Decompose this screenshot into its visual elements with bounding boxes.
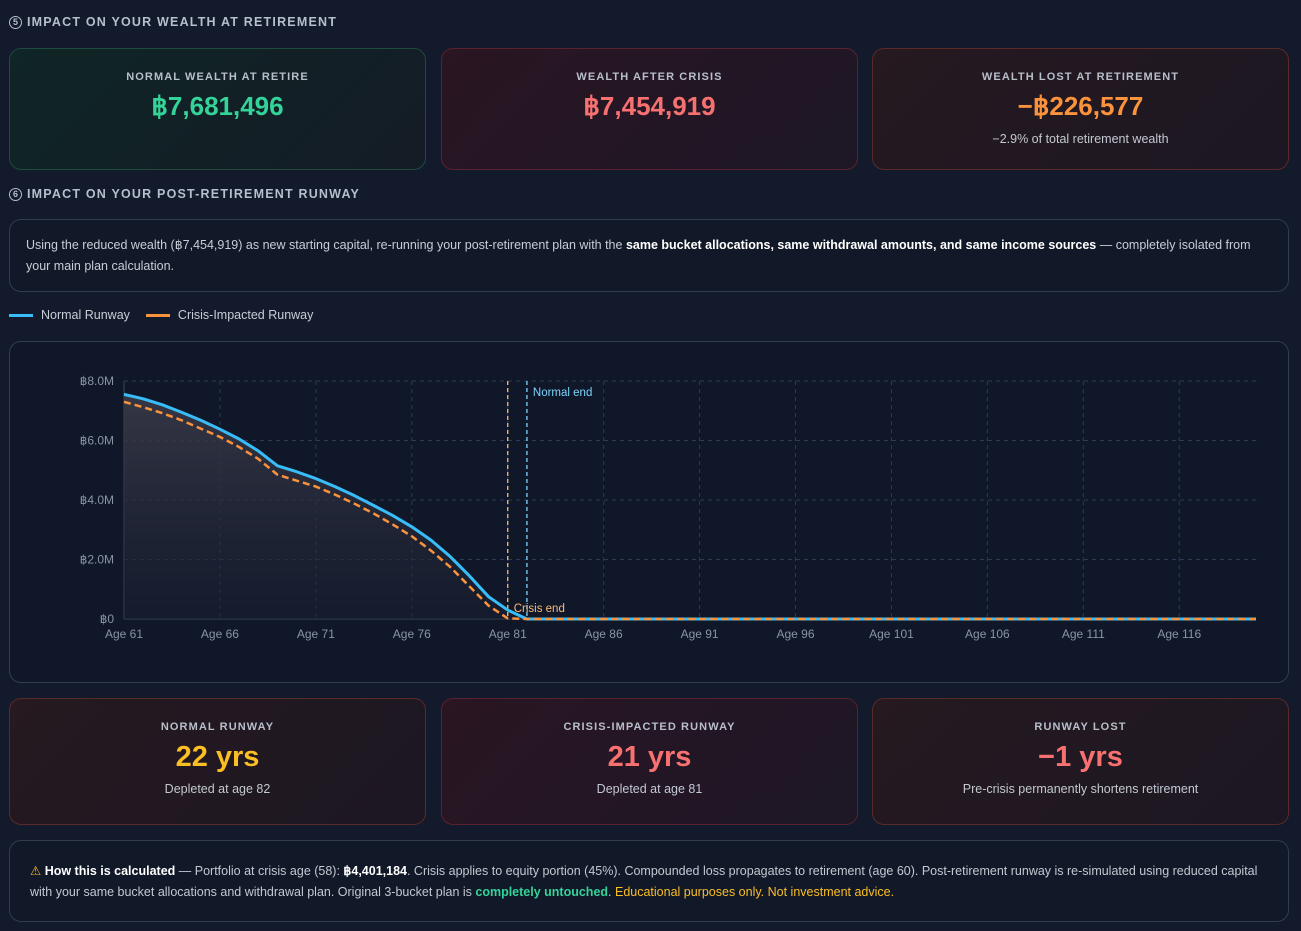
y-tick-label: ฿8.0M <box>80 374 114 388</box>
crisis-runway-line <box>123 400 1256 621</box>
card-subtext: Depleted at age 81 <box>596 782 703 796</box>
y-tick-label: ฿4.0M <box>80 493 114 507</box>
legend-normal[interactable]: Normal Runway <box>9 308 130 322</box>
number-6-icon: 6 <box>9 187 22 201</box>
desc-text: — completely isolated from your main pla… <box>26 238 1251 273</box>
section-heading-runway: 6 IMPACT ON YOUR POST-RETIREMENT RUNWAY <box>9 187 360 201</box>
normal-runway-card: NORMAL RUNWAY 22 yrs Depleted at age 82 <box>9 698 426 825</box>
card-value: 22 yrs <box>175 741 260 773</box>
normal-wealth-card: NORMAL WEALTH AT RETIRE ฿7,681,496 <box>9 48 426 170</box>
card-value: −฿226,577 <box>1017 91 1144 121</box>
warning-icon: ⚠ <box>30 864 42 878</box>
card-subtext: Depleted at age 82 <box>164 782 271 796</box>
note-highlight: completely untouched <box>475 885 609 899</box>
desc-text: Using the reduced wealth (฿7,454,919) as… <box>26 238 626 252</box>
legend-crisis[interactable]: Crisis-Impacted Runway <box>145 308 314 322</box>
card-label: CRISIS-IMPACTED RUNWAY <box>563 721 736 733</box>
card-label: NORMAL WEALTH AT RETIRE <box>126 71 309 83</box>
x-tick-label: Age 86 <box>585 627 623 641</box>
section-title: IMPACT ON YOUR WEALTH AT RETIREMENT <box>27 15 338 29</box>
y-tick-label: ฿6.0M <box>80 434 114 448</box>
chart-legend: Normal Runway Crisis-Impacted Runway <box>9 308 313 322</box>
note-text: . <box>608 885 615 899</box>
x-tick-label: Age 101 <box>869 627 914 641</box>
x-tick-label: Age 106 <box>965 627 1010 641</box>
annotation-crisis-end: Crisis end <box>514 603 565 615</box>
runway-chart: ฿0 ฿2.0M ฿4.0M ฿6.0M ฿8.0M Age 61 Age 66 Age 71… <box>9 341 1289 683</box>
note-text: — Portfolio at crisis age (58): <box>175 864 344 878</box>
y-tick-label: ฿0 <box>100 612 115 626</box>
chart-svg: ฿0 ฿2.0M ฿4.0M ฿6.0M ฿8.0M Age 61 Age 66 Age 71… <box>80 374 1256 641</box>
wealth-lost-card: WEALTH LOST AT RETIREMENT −฿226,577 −2.9… <box>872 48 1289 170</box>
note-text: . Crisis applies to equity portion (45%)… <box>30 864 1258 899</box>
legend-swatch <box>145 314 170 318</box>
calculation-note: ⚠ How this is calculated — Portfolio at … <box>9 840 1289 922</box>
note-disclaimer: Educational purposes only. Not investmen… <box>614 885 895 899</box>
card-label: WEALTH AFTER CRISIS <box>576 71 723 83</box>
x-tick-label: Age 91 <box>681 627 719 641</box>
card-subtext: Pre-crisis permanently shortens retireme… <box>962 782 1199 796</box>
section-title: IMPACT ON YOUR POST-RETIREMENT RUNWAY <box>27 187 361 201</box>
x-tick-label: Age 96 <box>777 627 815 641</box>
x-tick-label: Age 71 <box>297 627 335 641</box>
annotation-normal-end: Normal end <box>533 387 592 399</box>
x-tick-label: Age 116 <box>1157 627 1201 641</box>
x-tick-label: Age 61 <box>105 627 143 641</box>
runway-lost-card: RUNWAY LOST −1 yrs Pre-crisis permanentl… <box>872 698 1289 825</box>
note-title: How this is calculated <box>44 864 176 878</box>
card-value: −1 yrs <box>1038 741 1123 773</box>
note-amount: ฿4,401,184 <box>343 864 407 878</box>
x-tick-label: Age 66 <box>201 627 239 641</box>
x-tick-label: Age 76 <box>393 627 431 641</box>
card-value: ฿7,681,496 <box>151 91 284 121</box>
legend-label: Normal Runway <box>41 308 130 322</box>
x-tick-label: Age 81 <box>489 627 527 641</box>
section-heading-wealth: 5 IMPACT ON YOUR WEALTH AT RETIREMENT <box>9 15 337 29</box>
legend-label: Crisis-Impacted Runway <box>177 308 314 322</box>
card-value: 21 yrs <box>607 741 692 773</box>
wealth-after-crisis-card: WEALTH AFTER CRISIS ฿7,454,919 <box>441 48 858 170</box>
card-subtext: −2.9% of total retirement wealth <box>992 132 1169 146</box>
card-label: WEALTH LOST AT RETIREMENT <box>981 71 1180 83</box>
card-value: ฿7,454,919 <box>583 91 716 121</box>
x-tick-label: Age 111 <box>1062 627 1105 641</box>
card-label: RUNWAY LOST <box>1034 721 1127 733</box>
y-tick-label: ฿2.0M <box>80 553 114 567</box>
legend-swatch <box>9 314 33 318</box>
runway-description: Using the reduced wealth (฿7,454,919) as… <box>9 219 1289 292</box>
normal-area-fill <box>124 394 1256 619</box>
number-5-icon: 5 <box>9 15 22 29</box>
card-label: NORMAL RUNWAY <box>160 721 275 733</box>
desc-bold: same bucket allocations, same withdrawal… <box>625 238 1097 252</box>
crisis-runway-card: CRISIS-IMPACTED RUNWAY 21 yrs Depleted a… <box>441 698 858 825</box>
